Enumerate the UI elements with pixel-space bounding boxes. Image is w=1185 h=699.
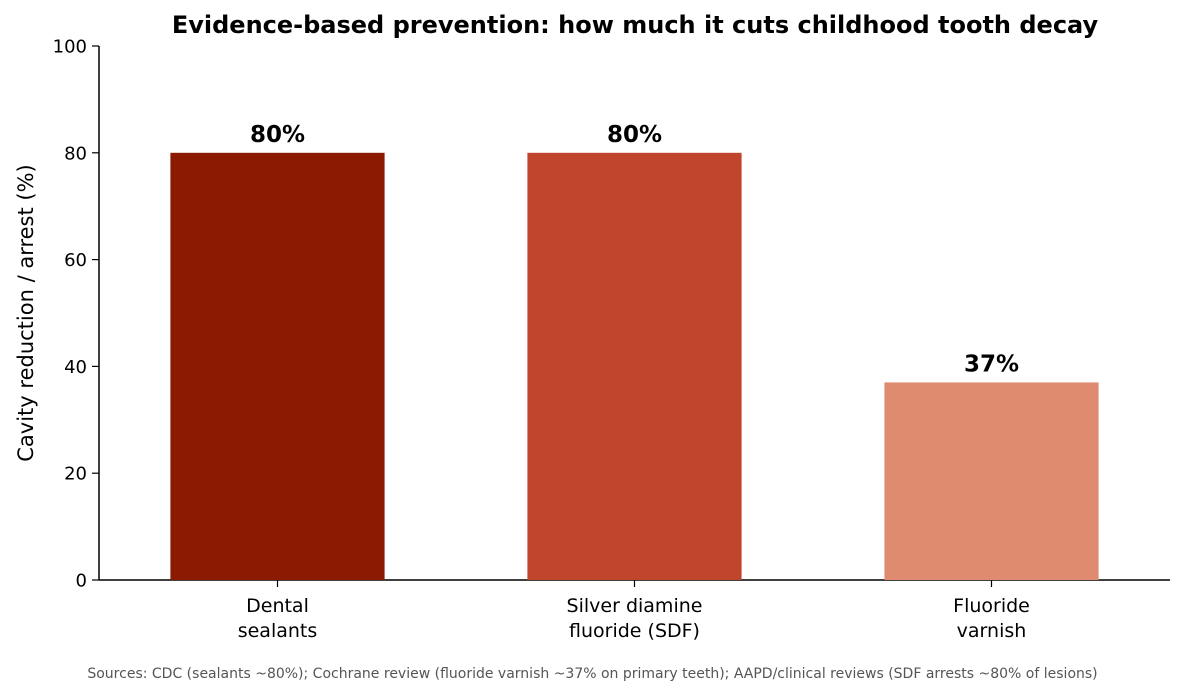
source-note: Sources: CDC (sealants ~80%); Cochrane r… <box>87 666 1098 682</box>
bar <box>527 152 742 581</box>
x-tick-label: Silver diamine <box>567 595 703 617</box>
bar-value-label: 80% <box>250 122 305 148</box>
bar-value-label: 37% <box>964 351 1019 377</box>
x-tick-label: fluoride (SDF) <box>569 620 700 642</box>
y-tick-label: 40 <box>64 357 87 378</box>
y-tick-label: 20 <box>64 464 87 485</box>
x-tick-label: sealants <box>238 620 318 642</box>
y-tick-label: 60 <box>64 250 87 271</box>
bar-chart: Evidence-based prevention: how much it c… <box>14 11 1170 642</box>
y-tick-label: 100 <box>53 37 87 58</box>
y-axis-label: Cavity reduction / arrest (%) <box>14 164 38 461</box>
plot-area: 0 20 40 60 80 100 80% Dental sealants 80% Silver d… <box>53 37 1170 642</box>
bar-value-label: 80% <box>607 122 662 148</box>
x-tick-label: Fluoride <box>953 595 1030 617</box>
y-tick-label: 80 <box>64 143 87 164</box>
y-tick-label: 0 <box>76 571 87 592</box>
x-tick-label: Dental <box>246 595 309 617</box>
bar <box>170 152 385 581</box>
bar <box>884 382 1099 580</box>
x-tick-label: varnish <box>957 620 1027 642</box>
chart-title: Evidence-based prevention: how much it c… <box>172 11 1099 39</box>
